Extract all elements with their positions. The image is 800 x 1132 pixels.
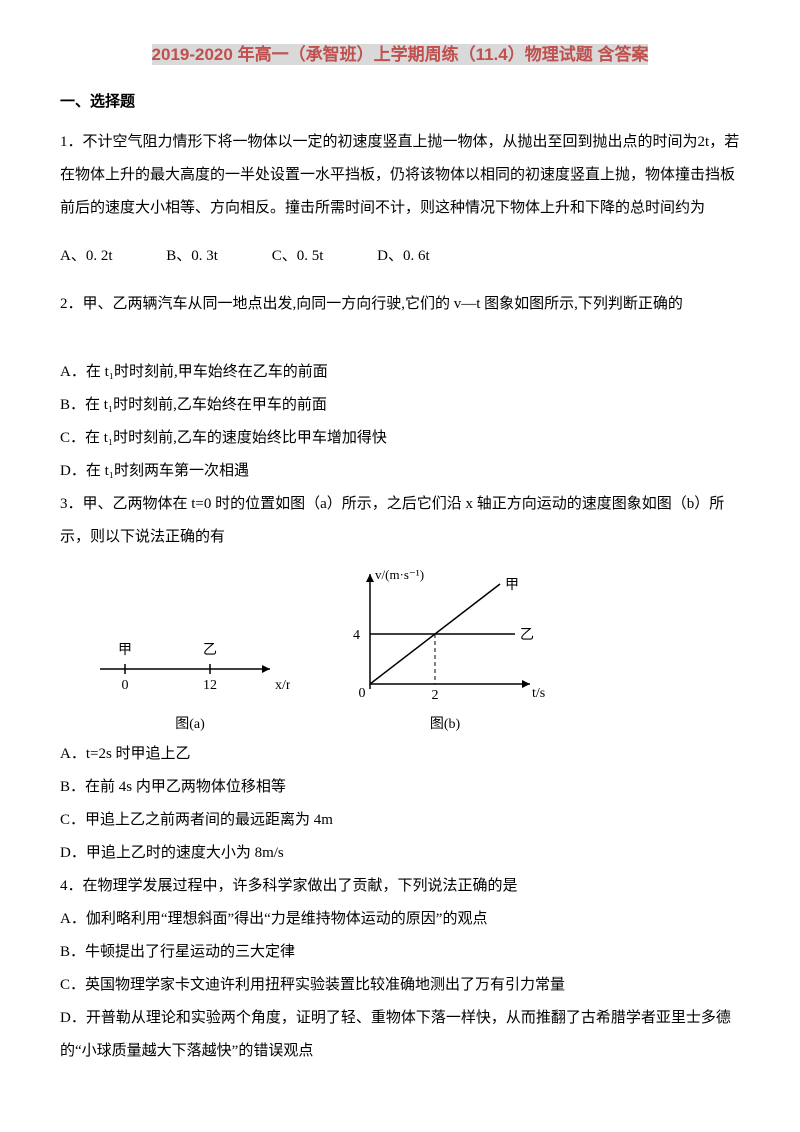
figb-yi: 乙 — [520, 627, 534, 643]
q3-body: 甲、乙两物体在 t=0 时的位置如图（a）所示，之后它们沿 x 轴正方向运动的速… — [60, 496, 724, 545]
q3-opt-c: C．甲追上乙之前两者间的最远距离为 4m — [60, 804, 740, 837]
q1-opt-c: C、0. 5t — [272, 240, 324, 273]
q3-opt-a: A．t=2s 时甲追上乙 — [60, 738, 740, 771]
q3-opt-d: D．甲追上乙时的速度大小为 8m/s — [60, 837, 740, 870]
document-page: 2019-2020 年高一（承智班）上学期周练（11.4）物理试题 含答案 一、… — [0, 0, 800, 1108]
figa-caption: 图(a) — [90, 713, 290, 733]
q4-body: 在物理学发展过程中，许多科学家做出了贡献，下列说法正确的是 — [83, 878, 518, 894]
figb-four: 4 — [353, 628, 360, 643]
figa-jia: 甲 — [118, 643, 132, 658]
q2-opt-a: A．在 t₁时时刻前,甲车始终在乙车的前面 — [60, 356, 740, 389]
q2-num: 2． — [60, 296, 83, 312]
figb-xaxis: t/s — [532, 686, 545, 701]
q1-opt-a: A、0. 2t — [60, 240, 113, 273]
q4-opt-b: B．牛顿提出了行星运动的三大定律 — [60, 936, 740, 969]
q4-opt-c: C．英国物理学家卡文迪许利用扭秤实验装置比较准确地测出了万有引力常量 — [60, 969, 740, 1002]
figure-b-wrap: v/(m·s⁻¹) 甲 乙 4 0 2 t/s 图(b) — [340, 564, 550, 733]
q3-text: 3．甲、乙两物体在 t=0 时的位置如图（a）所示，之后它们沿 x 轴正方向运动… — [60, 488, 740, 554]
figb-caption: 图(b) — [340, 713, 550, 733]
q1-options: A、0. 2t B、0. 3t C、0. 5t D、0. 6t — [60, 240, 740, 273]
figb-yaxis: v/(m·s⁻¹) — [375, 567, 424, 582]
q2-opt-b: B．在 t₁时时刻前,乙车始终在甲车的前面 — [60, 389, 740, 422]
q2-body: 甲、乙两辆汽车从同一地点出发,向同一方向行驶,它们的 v—t 图象如图所示,下列… — [83, 296, 683, 312]
q3-opt-b: B．在前 4s 内甲乙两物体位移相等 — [60, 771, 740, 804]
q1-num: 1． — [60, 134, 83, 150]
figure-b: v/(m·s⁻¹) 甲 乙 4 0 2 t/s — [340, 564, 550, 704]
figure-a-wrap: 甲 乙 0 12 x/m 图(a) — [90, 614, 290, 733]
figb-jia: 甲 — [505, 578, 519, 593]
q3-figures: 甲 乙 0 12 x/m 图(a) v/( — [90, 564, 740, 733]
q2-opt-d: D．在 t₁时刻两车第一次相遇 — [60, 455, 740, 488]
figa-zero: 0 — [122, 678, 129, 693]
q1-opt-b: B、0. 3t — [166, 240, 218, 273]
q1-text: 1．不计空气阻力情形下将一物体以一定的初速度竖直上抛一物体，从抛出至回到抛出点的… — [60, 126, 740, 225]
figa-yi: 乙 — [203, 642, 217, 658]
figa-xaxis: x/m — [275, 678, 290, 693]
figb-two: 2 — [432, 688, 439, 703]
figa-twelve: 12 — [203, 678, 217, 693]
title-text: 2019-2020 年高一（承智班）上学期周练（11.4）物理试题 含答案 — [152, 44, 649, 65]
q1-body: 不计空气阻力情形下将一物体以一定的初速度竖直上抛一物体，从抛出至回到抛出点的时间… — [60, 134, 739, 216]
blank-line — [60, 321, 740, 356]
q4-opt-a: A．伽利略利用“理想斜面”得出“力是维持物体运动的原因”的观点 — [60, 903, 740, 936]
section-heading: 一、选择题 — [60, 90, 740, 111]
q4-num: 4． — [60, 878, 83, 894]
figb-zero: 0 — [359, 686, 366, 701]
q1-opt-d: D、0. 6t — [377, 240, 430, 273]
page-title: 2019-2020 年高一（承智班）上学期周练（11.4）物理试题 含答案 — [60, 40, 740, 65]
q3-num: 3． — [60, 496, 83, 512]
q2-opt-c: C．在 t₁时时刻前,乙车的速度始终比甲车增加得快 — [60, 422, 740, 455]
q2-text: 2．甲、乙两辆汽车从同一地点出发,向同一方向行驶,它们的 v—t 图象如图所示,… — [60, 288, 740, 321]
q4-text: 4．在物理学发展过程中，许多科学家做出了贡献，下列说法正确的是 — [60, 870, 740, 903]
q4-opt-d: D．开普勒从理论和实验两个角度，证明了轻、重物体下落一样快，从而推翻了古希腊学者… — [60, 1002, 740, 1068]
figure-a: 甲 乙 0 12 x/m — [90, 614, 290, 704]
